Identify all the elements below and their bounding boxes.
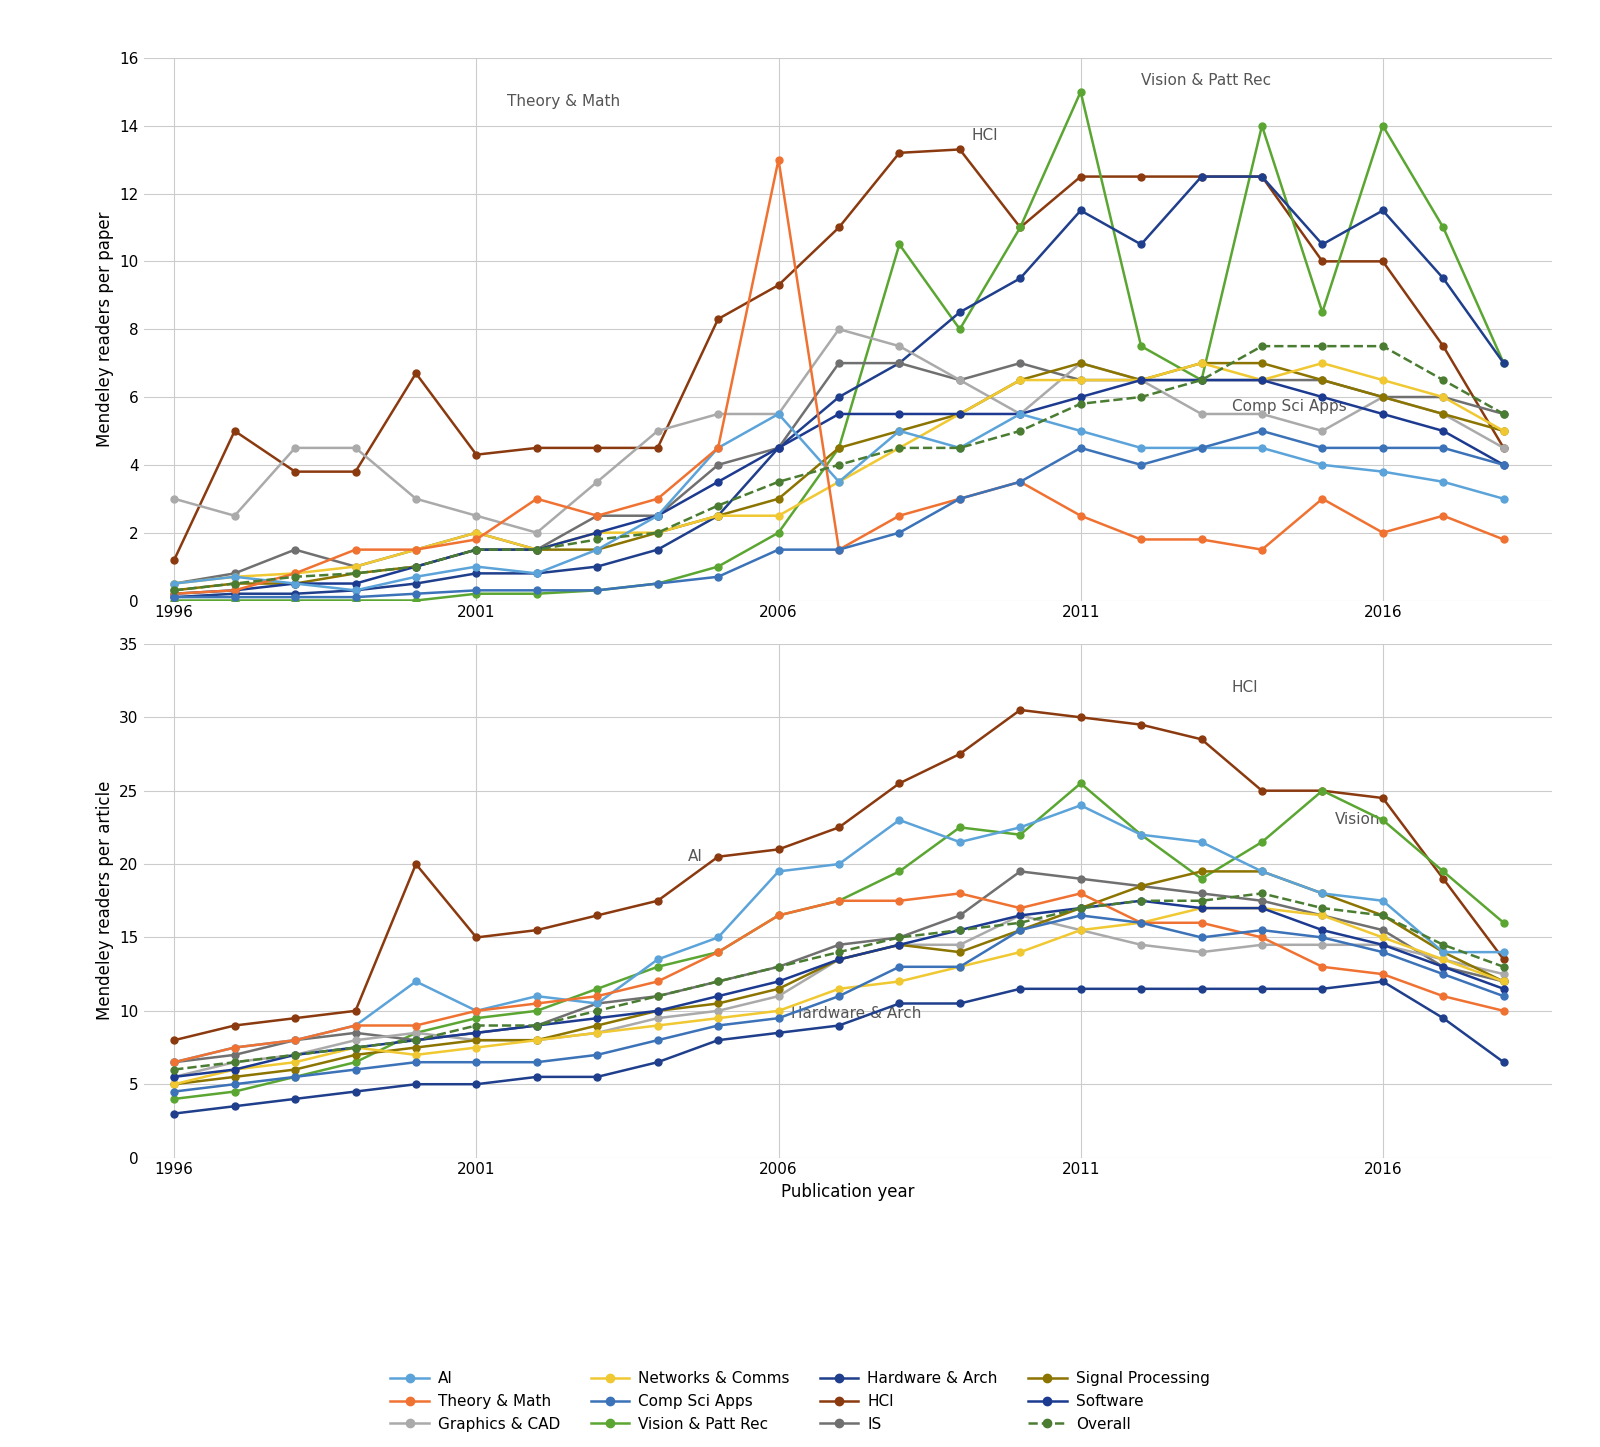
Y-axis label: Mendeley readers per article: Mendeley readers per article [96,781,114,1020]
Text: AI: AI [688,849,702,864]
Text: HCI: HCI [1232,680,1258,696]
Text: HCI: HCI [971,127,998,143]
Text: Comp Sci Apps: Comp Sci Apps [1232,399,1347,414]
X-axis label: Publication year: Publication year [781,1184,915,1201]
Text: Theory & Math: Theory & Math [507,94,619,109]
Text: Hardware & Arch: Hardware & Arch [790,1006,922,1022]
Text: Vision & Patt Rec: Vision & Patt Rec [1141,74,1272,88]
Legend: AI, Theory & Math, Graphics & CAD, Networks & Comms, Comp Sci Apps, Vision & Pat: AI, Theory & Math, Graphics & CAD, Netwo… [382,1365,1218,1440]
Text: Vision: Vision [1334,812,1379,828]
Y-axis label: Mendeley readers per paper: Mendeley readers per paper [96,211,114,447]
